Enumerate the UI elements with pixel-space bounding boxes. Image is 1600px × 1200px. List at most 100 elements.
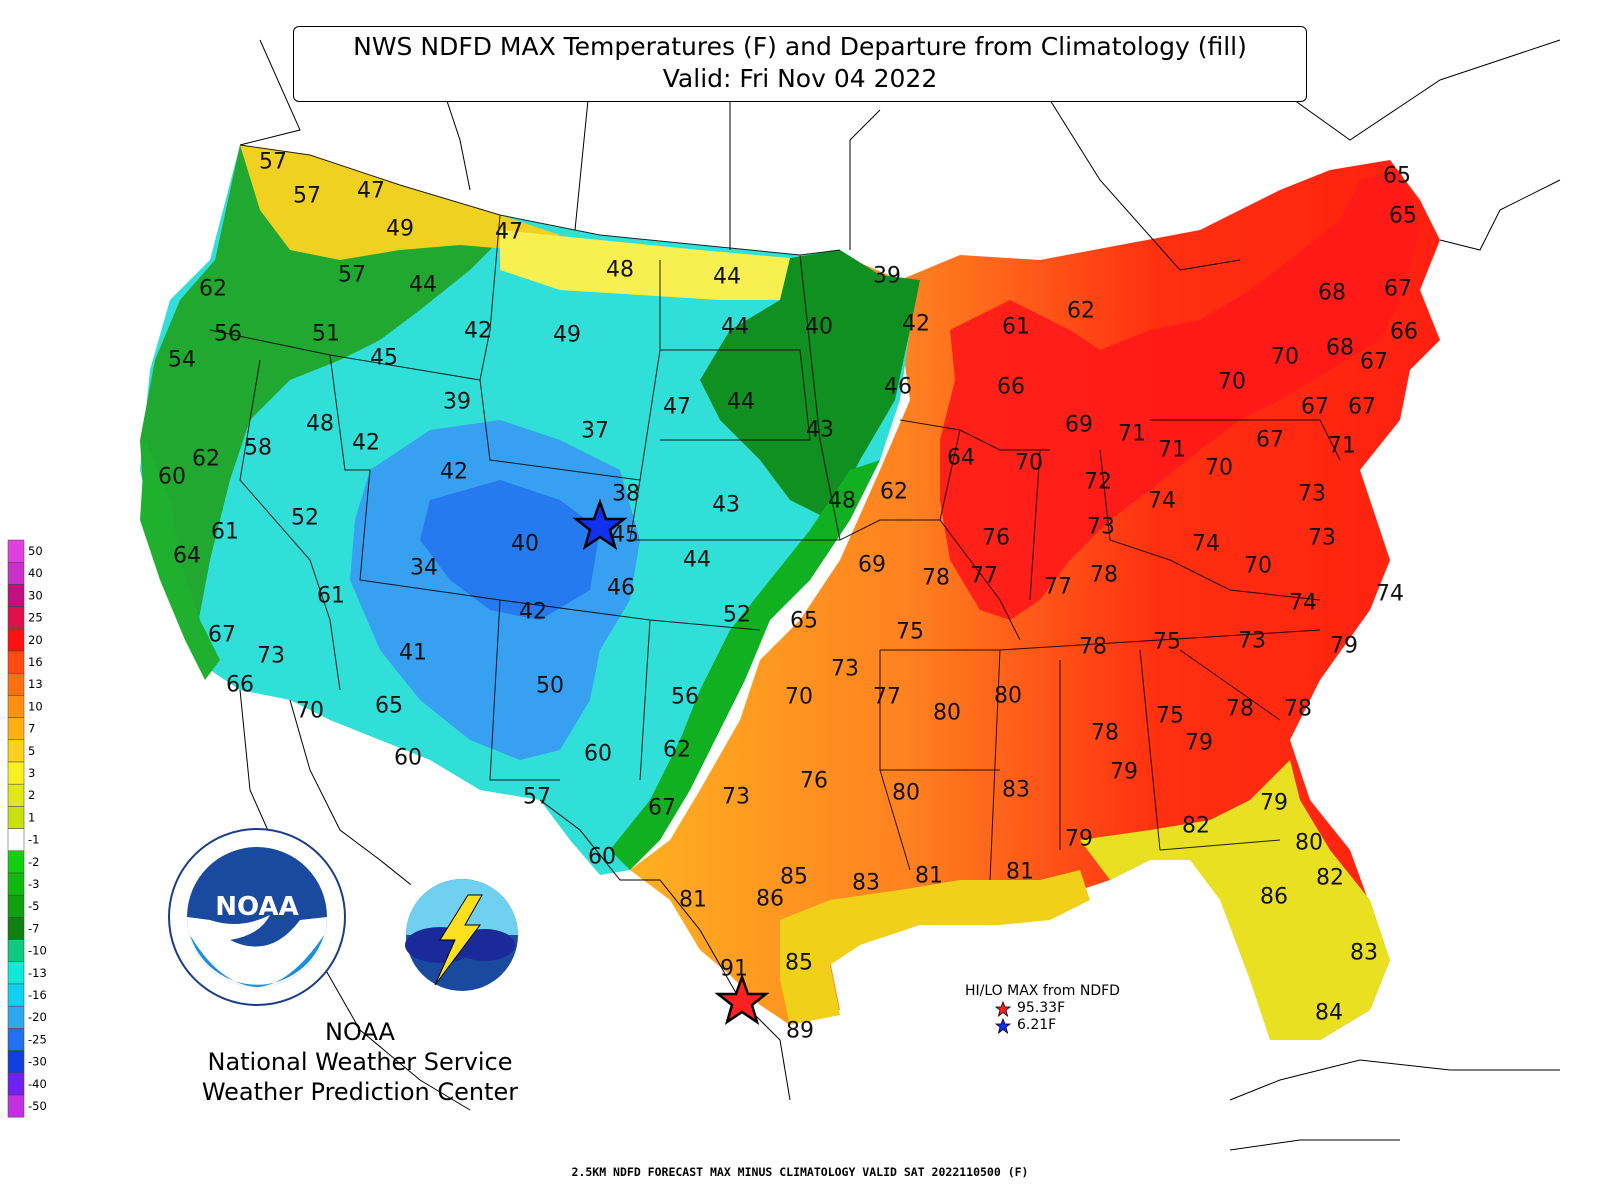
temperature-label: 40 [511, 531, 539, 557]
temperature-label: 74 [1376, 581, 1404, 607]
temperature-label: 70 [296, 698, 324, 724]
temperature-label: 52 [291, 505, 319, 531]
northwest-green-region [140, 145, 500, 640]
northwest-yellow-region [240, 145, 560, 260]
legend-swatch [7, 628, 25, 652]
temperature-label: 70 [1271, 344, 1299, 370]
temperature-label: 57 [523, 784, 551, 810]
temperature-label: 79 [1330, 633, 1358, 659]
temperature-label: 60 [584, 741, 612, 767]
california-coast-green [140, 440, 220, 680]
temperature-label: 84 [1315, 1000, 1343, 1026]
legend-swatch [7, 1072, 25, 1096]
temperature-label: 66 [997, 374, 1025, 400]
temperature-label: 44 [409, 272, 437, 298]
hi-star-icon [714, 973, 770, 1025]
temperature-label: 58 [244, 435, 272, 461]
hilo-lo-row: 6.21F [965, 1017, 1120, 1034]
temperature-label: 75 [896, 619, 924, 645]
temperature-label: 77 [1044, 574, 1072, 600]
legend-label: 7 [28, 722, 35, 736]
temperature-label: 60 [158, 464, 186, 490]
legend-swatch [7, 539, 25, 563]
legend-label: -20 [28, 1010, 47, 1024]
legend-label: -1 [28, 833, 39, 847]
temperature-label: 48 [606, 257, 634, 283]
temperature-label: 91 [720, 956, 748, 982]
temperature-label: 82 [1182, 813, 1210, 839]
temperature-label: 76 [982, 525, 1010, 551]
temperature-label: 39 [443, 389, 471, 415]
temperature-label: 79 [1260, 790, 1288, 816]
legend-swatch [7, 672, 25, 696]
credit-noaa: NOAA [325, 1018, 395, 1046]
temperature-label: 77 [970, 563, 998, 589]
temperature-label: 51 [312, 321, 340, 347]
temperature-label: 45 [611, 522, 639, 548]
temperature-label: 78 [1284, 696, 1312, 722]
temperature-label: 62 [192, 446, 220, 472]
legend-swatch [7, 894, 25, 918]
temperature-label: 64 [173, 543, 201, 569]
temperature-label: 82 [1316, 865, 1344, 891]
legend-swatch [7, 828, 25, 852]
legend-swatch [7, 650, 25, 674]
temperature-label: 76 [800, 768, 828, 794]
temperature-label: 62 [199, 276, 227, 302]
legend-swatch [7, 1050, 25, 1074]
temperature-label: 66 [226, 672, 254, 698]
temperature-label: 71 [1118, 421, 1146, 447]
state-borders [209, 144, 1341, 881]
temperature-label: 78 [922, 565, 950, 591]
temperature-label: 57 [293, 183, 321, 209]
hilo-title: HI/LO MAX from NDFD [965, 983, 1120, 999]
temperature-label: 65 [790, 608, 818, 634]
temperature-label: 61 [211, 519, 239, 545]
legend-label: -25 [28, 1032, 47, 1046]
legend-label: 50 [28, 544, 43, 558]
plains-green-band [610, 460, 880, 870]
temperature-label: 79 [1065, 826, 1093, 852]
temperature-label: 37 [581, 418, 609, 444]
temperature-label: 57 [259, 149, 287, 175]
legend-swatch [7, 806, 25, 829]
temperature-label: 47 [663, 394, 691, 420]
temperature-label: 78 [1226, 696, 1254, 722]
temperature-label: 67 [1360, 349, 1388, 375]
map-valid-date: Valid: Fri Nov 04 2022 [662, 64, 938, 93]
temperature-label: 65 [375, 693, 403, 719]
temperature-label: 74 [1289, 590, 1317, 616]
temperature-label: 75 [1153, 629, 1181, 655]
temperature-label: 69 [858, 552, 886, 578]
temperature-label: 80 [892, 780, 920, 806]
legend-label: 10 [28, 699, 43, 713]
temperature-label: 62 [663, 737, 691, 763]
map-title: NWS NDFD MAX Temperatures (F) and Depart… [353, 32, 1247, 61]
legend-swatch [7, 717, 25, 741]
temperature-label: 83 [1002, 777, 1030, 803]
temperature-label: 39 [873, 263, 901, 289]
temperature-label: 83 [852, 870, 880, 896]
temperature-label: 67 [1256, 427, 1284, 453]
hilo-legend: HI/LO MAX from NDFD 95.33F 6.21F [965, 982, 1120, 1034]
temperature-label: 67 [1348, 394, 1376, 420]
temperature-label: 40 [805, 314, 833, 340]
temperature-label: 34 [410, 555, 438, 581]
legend-swatch [7, 1094, 25, 1118]
temperature-label: 73 [831, 656, 859, 682]
temperature-label: 86 [756, 886, 784, 912]
temperature-label: 44 [721, 314, 749, 340]
noaa-logo-text: NOAA [215, 892, 298, 922]
legend-label: 20 [28, 633, 43, 647]
title-box: NWS NDFD MAX Temperatures (F) and Depart… [293, 26, 1307, 102]
temperature-label: 49 [553, 322, 581, 348]
legend-label: 25 [28, 611, 43, 625]
legend-label: 30 [28, 588, 43, 602]
nws-logo [390, 863, 534, 1007]
temperature-label: 64 [947, 445, 975, 471]
legend-swatch [7, 783, 25, 807]
temperature-label: 73 [1238, 628, 1266, 654]
temperature-label: 47 [495, 219, 523, 245]
temperature-label: 43 [806, 417, 834, 443]
red-core-region [940, 170, 1420, 620]
